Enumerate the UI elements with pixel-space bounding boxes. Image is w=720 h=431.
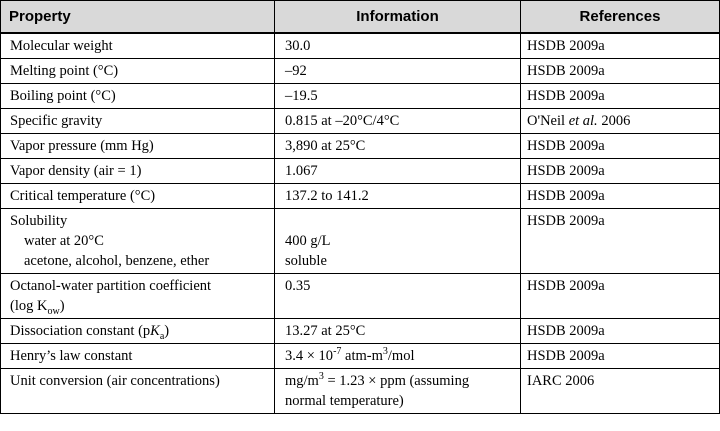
header-information: Information — [274, 0, 521, 34]
information-cell: mg/m3 = 1.23 × ppm (assuming normal temp… — [274, 368, 521, 414]
table-row: Specific gravity 0.815 at –20°C/4°C O'Ne… — [0, 108, 720, 134]
property-cell: Boiling point (°C) — [0, 83, 275, 109]
property-cell: Critical temperature (°C) — [0, 183, 275, 209]
reference-cell: HSDB 2009a — [520, 183, 720, 209]
property-cell: Specific gravity — [0, 108, 275, 134]
information-cell: 137.2 to 141.2 — [274, 183, 521, 209]
reference-cell: HSDB 2009a — [520, 58, 720, 84]
property-cell: Unit conversion (air concentrations) — [0, 368, 275, 414]
information-water: 400 g/L — [285, 233, 331, 249]
property-cell: Vapor pressure (mm Hg) — [0, 133, 275, 159]
property-solubility: Solubility — [10, 213, 68, 229]
table-row: Vapor pressure (mm Hg) 3,890 at 25°C HSD… — [0, 133, 720, 159]
table-row: Unit conversion (air concentrations) mg/… — [0, 368, 720, 414]
information-cell: 3,890 at 25°C — [274, 133, 521, 159]
information-solvents: soluble — [285, 253, 327, 269]
reference-cell: HSDB 2009a — [520, 208, 720, 274]
property-line1: Octanol-water partition coefficient — [10, 278, 212, 294]
property-cell: Solubility water at 20°C acetone, alcoho… — [0, 208, 275, 274]
reference-cell: HSDB 2009a — [520, 133, 720, 159]
sub-property-water: water at 20°C — [24, 233, 104, 249]
reference-year: 2006 — [597, 113, 631, 129]
property-line2: (log Kow) — [10, 298, 65, 317]
information-line1: mg/m3 = 1.23 × ppm (assuming — [285, 371, 470, 389]
property-cell: Henry’s law constant — [0, 343, 275, 369]
reference-cell: HSDB 2009a — [520, 83, 720, 109]
table-row: Henry’s law constant 3.4 × 10-7 atm-m3/m… — [0, 343, 720, 369]
table-row: Boiling point (°C) –19.5 HSDB 2009a — [0, 83, 720, 109]
property-cell: Dissociation constant (pKa) — [0, 318, 275, 344]
information-cell: 13.27 at 25°C — [274, 318, 521, 344]
header-property: Property — [0, 0, 275, 34]
information-cell: 3.4 × 10-7 atm-m3/mol — [274, 343, 521, 369]
information-cell: –19.5 — [274, 83, 521, 109]
reference-cell: HSDB 2009a — [520, 32, 720, 59]
reference-cell: HSDB 2009a — [520, 318, 720, 344]
property-cell: Vapor density (air = 1) — [0, 158, 275, 184]
table-row: Molecular weight 30.0 HSDB 2009a — [0, 32, 720, 59]
table-row: Octanol-water partition coefficient (log… — [0, 273, 720, 319]
table-row: Vapor density (air = 1) 1.067 HSDB 2009a — [0, 158, 720, 184]
information-cell: 0.35 — [274, 273, 521, 319]
reference-cell: HSDB 2009a — [520, 158, 720, 184]
information-cell: 30.0 — [274, 32, 521, 59]
information-cell: 1.067 — [274, 158, 521, 184]
information-line2: normal temperature) — [285, 393, 404, 409]
information-cell: –92 — [274, 58, 521, 84]
property-cell: Octanol-water partition coefficient (log… — [0, 273, 275, 319]
information-cell: 0.815 at –20°C/4°C — [274, 108, 521, 134]
table-row: Melting point (°C) –92 HSDB 2009a — [0, 58, 720, 84]
reference-author: O'Neil — [527, 113, 569, 129]
sub-property-solvents: acetone, alcohol, benzene, ether — [24, 253, 210, 269]
table-row: Dissociation constant (pKa) 13.27 at 25°… — [0, 318, 720, 344]
table-row: Critical temperature (°C) 137.2 to 141.2… — [0, 183, 720, 209]
table-row-solubility: Solubility water at 20°C acetone, alcoho… — [0, 208, 720, 274]
reference-et-al: et al. — [568, 113, 598, 129]
header-row: Property Information References — [0, 0, 720, 34]
properties-table: Property Information References Molecula… — [0, 0, 720, 414]
information-cell: 400 g/L soluble — [274, 208, 521, 274]
property-cell: Melting point (°C) — [0, 58, 275, 84]
reference-cell: HSDB 2009a — [520, 343, 720, 369]
header-references: References — [520, 0, 720, 34]
property-cell: Molecular weight — [0, 32, 275, 59]
reference-cell: IARC 2006 — [520, 368, 720, 414]
reference-cell: O'Neil et al. 2006 — [520, 108, 720, 134]
reference-cell: HSDB 2009a — [520, 273, 720, 319]
